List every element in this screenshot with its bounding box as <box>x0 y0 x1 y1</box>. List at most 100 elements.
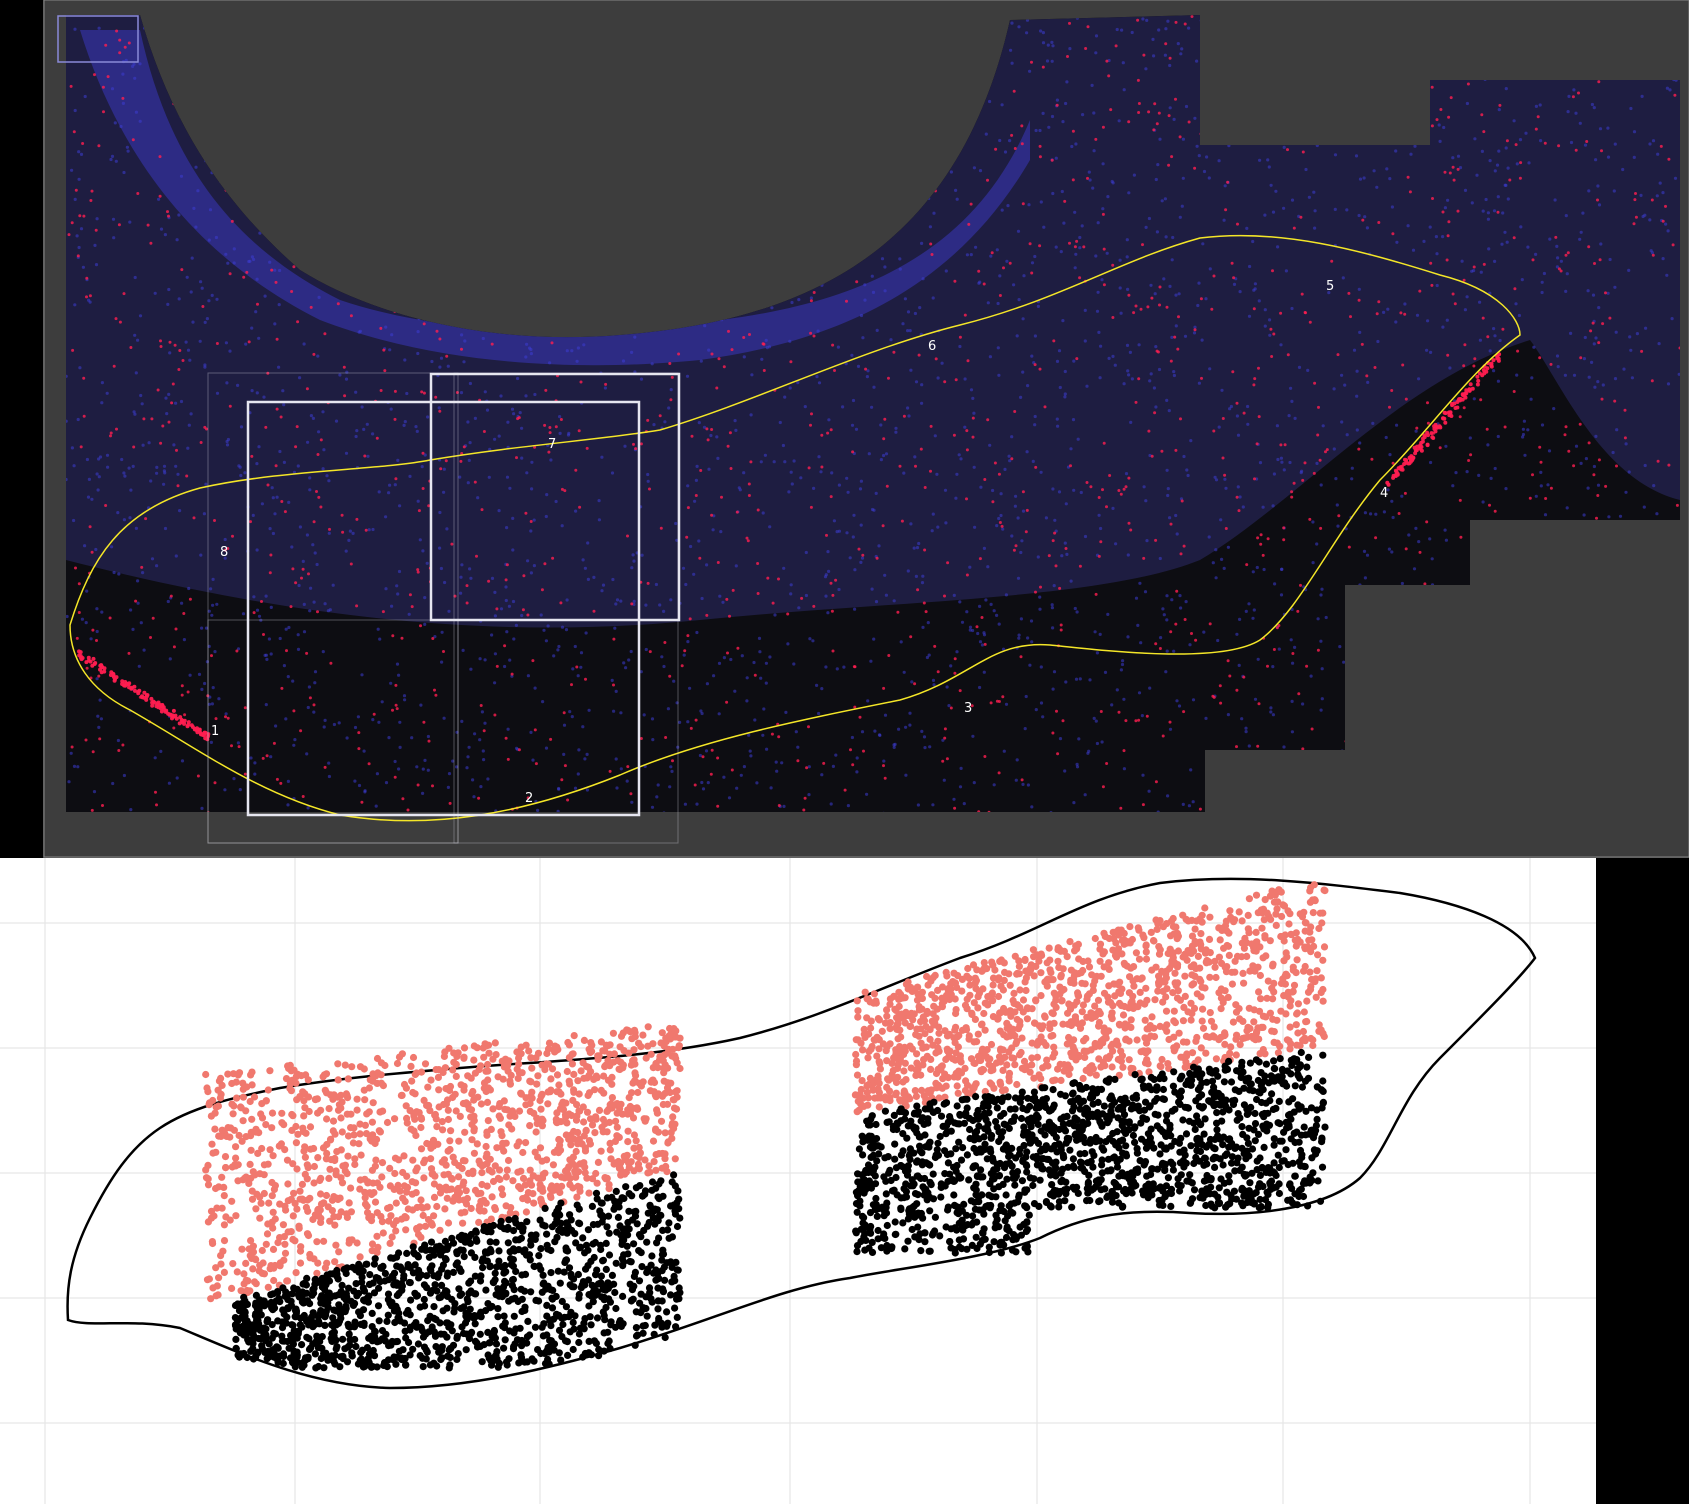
cell-dot <box>1051 687 1055 691</box>
cell-dot <box>675 701 679 705</box>
cell-dot <box>936 525 940 529</box>
cell-dot <box>1273 582 1277 586</box>
cell-dot <box>1191 698 1196 702</box>
cell-dot <box>90 663 95 668</box>
cell-dot <box>998 138 1002 143</box>
cell-dot <box>1084 47 1088 50</box>
cell-dot <box>1336 524 1340 528</box>
cell-dot <box>809 299 813 303</box>
cell-dot <box>97 725 101 730</box>
cell-dot <box>716 804 720 808</box>
cell-dot <box>69 84 73 88</box>
cell-point <box>470 1149 478 1157</box>
cell-dot <box>529 571 534 575</box>
cell-dot <box>446 364 450 368</box>
cell-dot <box>545 493 549 497</box>
cell-dot <box>1668 88 1672 92</box>
cell-dot <box>499 394 503 398</box>
cell-dot <box>1090 83 1094 87</box>
cell-dot <box>738 488 742 492</box>
cell-dot <box>526 613 530 617</box>
cell-dot <box>1312 190 1316 194</box>
cell-dot <box>217 697 221 701</box>
cell-dot <box>856 364 861 368</box>
cell-dot <box>820 465 824 469</box>
cell-dot <box>1200 338 1204 342</box>
cell-dot <box>975 625 979 629</box>
cell-dot <box>1021 370 1025 374</box>
cell-point <box>351 1155 359 1163</box>
roi-selection-box-large[interactable] <box>246 400 641 817</box>
cell-point <box>496 1175 504 1184</box>
cell-dot <box>781 443 786 448</box>
cell-dot <box>1358 177 1363 181</box>
cell-dot <box>1592 473 1596 477</box>
cell-dot <box>1177 292 1181 296</box>
cell-dot <box>297 583 301 588</box>
cell-dot <box>85 276 89 280</box>
cell-dot <box>760 357 764 361</box>
cell-dot <box>472 795 476 799</box>
cell-dot <box>94 547 98 552</box>
cell-dot <box>1643 213 1647 217</box>
roi-selection-box-small[interactable] <box>429 372 681 622</box>
cell-dot <box>1290 607 1294 612</box>
cell-dot <box>578 505 582 509</box>
cell-dot <box>133 412 137 416</box>
cell-dot <box>72 518 76 523</box>
cell-dot <box>93 73 96 77</box>
cell-dot <box>1026 636 1030 640</box>
cell-dot <box>117 749 121 752</box>
cell-dot <box>1423 582 1427 586</box>
cell-dot <box>305 752 309 756</box>
cell-dot <box>121 101 125 105</box>
cell-dot <box>97 26 101 30</box>
cell-dot <box>110 87 115 91</box>
cell-dot <box>213 519 216 522</box>
cell-dot <box>89 637 93 641</box>
cell-point <box>444 1115 452 1124</box>
cell-dot <box>507 604 511 608</box>
cell-dot <box>1252 383 1256 387</box>
cell-dot <box>1462 406 1466 410</box>
cell-dot <box>1025 450 1029 454</box>
cell-dot <box>614 602 618 606</box>
cell-dot <box>1230 261 1234 265</box>
cell-dot <box>506 757 510 761</box>
cell-dot <box>462 360 466 364</box>
cell-dot <box>1013 410 1017 413</box>
cell-dot <box>269 553 273 557</box>
cell-dot <box>962 802 966 806</box>
navigator-overview-box[interactable] <box>57 15 139 63</box>
cell-dot <box>430 359 434 364</box>
cell-dot <box>1500 242 1504 246</box>
cell-dot <box>959 766 963 771</box>
cell-dot <box>1263 308 1267 312</box>
cell-point <box>301 1143 309 1151</box>
cell-dot <box>642 713 646 717</box>
cell-dot <box>1099 526 1103 531</box>
cell-dot <box>1324 450 1327 454</box>
cell-dot <box>1404 547 1408 551</box>
cell-dot <box>401 797 405 801</box>
cell-dot <box>1320 587 1324 591</box>
cell-dot <box>1418 550 1422 554</box>
cell-dot <box>83 94 87 99</box>
cell-dot <box>154 790 157 794</box>
cell-dot <box>149 696 154 701</box>
cell-dot <box>1557 267 1561 271</box>
cell-point <box>528 1088 536 1096</box>
cell-dot <box>745 699 749 703</box>
cell-dot <box>800 596 804 600</box>
cell-dot <box>181 359 185 362</box>
cell-dot <box>258 231 262 235</box>
cell-dot <box>1055 103 1059 107</box>
cell-dot <box>207 238 211 242</box>
cell-dot <box>185 474 189 478</box>
cell-dot <box>1591 321 1595 325</box>
cell-dot <box>262 633 265 636</box>
cell-dot <box>530 487 534 491</box>
cell-dot <box>1279 343 1283 347</box>
cell-dot <box>422 322 426 326</box>
cell-dot <box>1144 67 1148 71</box>
